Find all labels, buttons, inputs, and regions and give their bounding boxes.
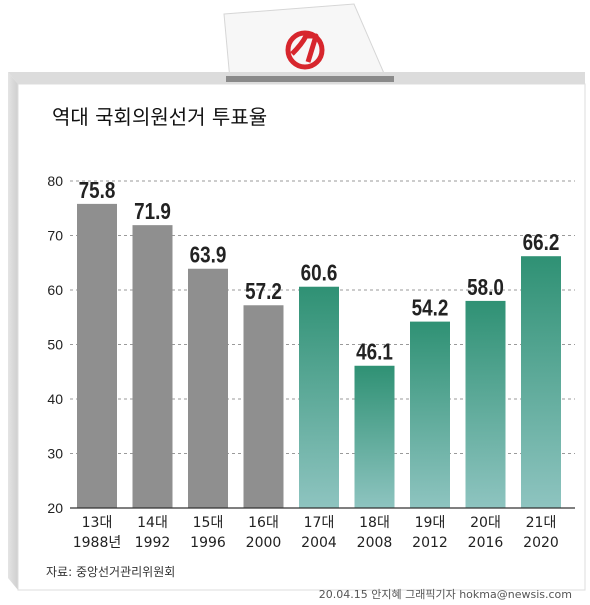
- bar-20대: [465, 300, 506, 508]
- value-label: 58.0: [467, 275, 504, 300]
- bar-14대: [132, 225, 173, 508]
- chart-title: 역대 국회의원선거 투표율: [52, 105, 267, 129]
- source-note: 자료: 중앙선거관리위원회: [46, 565, 175, 579]
- bar-21대: [521, 256, 561, 508]
- value-label: 57.2: [245, 280, 282, 305]
- y-tick-label: 40: [47, 391, 63, 407]
- x-year-label: 1992: [135, 535, 171, 551]
- bar-13대: [77, 203, 117, 508]
- x-year-label: 1996: [190, 535, 226, 551]
- x-category-label: 18대: [359, 515, 390, 531]
- value-label: 66.2: [523, 231, 560, 256]
- x-year-label: 2012: [412, 535, 448, 551]
- ballot-paper: [223, 3, 387, 81]
- y-tick-label: 60: [47, 282, 63, 298]
- x-year-label: 2016: [468, 535, 504, 551]
- y-tick-label: 70: [47, 228, 63, 244]
- value-label: 60.6: [301, 261, 338, 286]
- y-tick-label: 30: [47, 446, 63, 462]
- y-axis: 20 30 40 50 60 70 80: [47, 173, 63, 516]
- bar-19대: [410, 321, 450, 508]
- x-category-label: 20대: [470, 515, 501, 531]
- bar-18대: [354, 365, 395, 508]
- x-year-label: 1988년: [73, 535, 122, 551]
- bars: [77, 203, 561, 508]
- bar-16대: [243, 305, 284, 508]
- x-year-label: 2020: [523, 535, 559, 551]
- ballot-stamp-stroke: [290, 33, 319, 63]
- credit-line: 20.04.15 안지혜 그래픽기자 hokma@newsis.com: [319, 588, 572, 601]
- value-label: 71.9: [134, 199, 171, 224]
- x-category-label: 21대: [526, 515, 557, 531]
- x-year-label: 2008: [357, 535, 393, 551]
- x-category-label: 16대: [248, 515, 279, 531]
- x-axis: 13대 1988년 14대 1992 15대 1996 16대 2000 17대 2004 18대 2…: [73, 515, 559, 551]
- value-labels: 75.8 71.9 63.9 57.2 60.6 46.1 54.2 58.0 66.2: [79, 178, 560, 365]
- ballot-stamp-mark: [285, 30, 325, 70]
- bar-17대: [299, 286, 339, 508]
- x-year-label: 2000: [246, 535, 282, 551]
- x-category-label: 17대: [304, 515, 335, 531]
- x-category-label: 13대: [82, 515, 113, 531]
- y-tick-label: 50: [47, 337, 63, 353]
- x-category-label: 15대: [193, 515, 224, 531]
- y-tick-label: 80: [47, 173, 63, 189]
- bar-15대: [188, 268, 228, 508]
- value-label: 46.1: [356, 340, 393, 365]
- value-label: 54.2: [412, 296, 449, 321]
- value-label: 63.9: [190, 243, 227, 268]
- x-category-label: 14대: [137, 515, 168, 531]
- y-tick-label: 20: [47, 500, 63, 516]
- x-category-label: 19대: [415, 515, 446, 531]
- value-label: 75.8: [79, 178, 116, 203]
- x-year-label: 2004: [301, 535, 337, 551]
